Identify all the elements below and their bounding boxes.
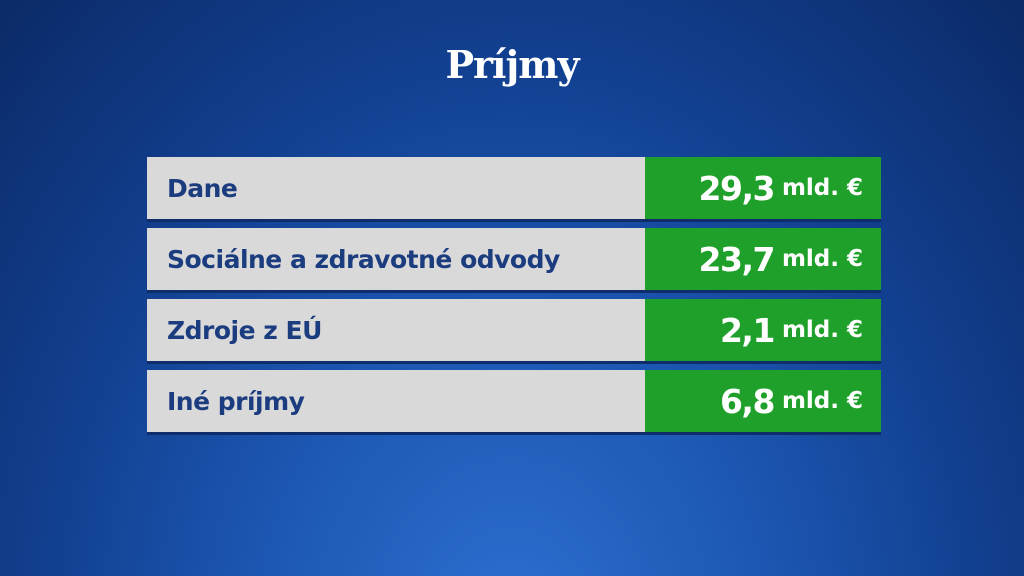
amount: 6,8 [719, 381, 775, 421]
unit: mld. € [781, 388, 863, 414]
table-row: Sociálne a zdravotné odvody 23,7 mld. € [147, 228, 881, 290]
value-cell: 6,8 mld. € [645, 370, 881, 432]
unit: mld. € [781, 246, 863, 272]
value-cell: 2,1 mld. € [645, 299, 881, 361]
table-row: Zdroje z EÚ 2,1 mld. € [147, 299, 881, 361]
amount: 2,1 [719, 310, 775, 350]
value-cell: 23,7 mld. € [645, 228, 881, 290]
row-label: Dane [147, 157, 645, 219]
row-label: Sociálne a zdravotné odvody [147, 228, 645, 290]
table-row: Iné príjmy 6,8 mld. € [147, 370, 881, 432]
amount: 29,3 [698, 168, 776, 208]
value-cell: 29,3 mld. € [645, 157, 881, 219]
table-row: Dane 29,3 mld. € [147, 157, 881, 219]
unit: mld. € [781, 175, 863, 201]
unit: mld. € [781, 317, 863, 343]
row-label: Iné príjmy [147, 370, 645, 432]
row-label: Zdroje z EÚ [147, 299, 645, 361]
amount: 23,7 [698, 239, 776, 279]
title: Príjmy [445, 42, 579, 87]
table: Dane 29,3 mld. € Sociálne a zdravotné odvod… [147, 157, 881, 441]
